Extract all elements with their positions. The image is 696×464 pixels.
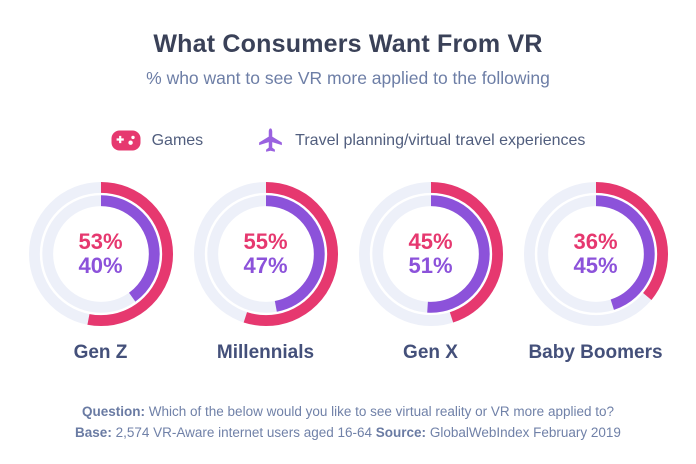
donut-rings <box>28 181 173 327</box>
gamepad-icon <box>111 130 141 151</box>
page-title: What Consumers Want From VR <box>153 30 543 58</box>
legend-label-games: Games <box>151 131 204 149</box>
donut-values: 55% 47% <box>192 180 340 328</box>
games-arc <box>28 181 173 327</box>
donut-values: 36% 45% <box>522 180 670 328</box>
travel-value: 47% <box>243 253 288 278</box>
donut-chart-baby-boomers: 36% 45% Baby Boomers <box>519 180 672 364</box>
legend-label-travel: Travel planning/virtual travel experienc… <box>295 131 586 149</box>
source-text: GlobalWebIndex February 2019 <box>429 425 621 441</box>
travel-value: 40% <box>78 253 123 278</box>
footnote-base-source-line: Base: 2,574 VR-Aware internet users aged… <box>0 422 696 443</box>
travel-arc <box>41 195 160 313</box>
page-subtitle: % who want to see VR more applied to the… <box>146 68 550 88</box>
travel-arc <box>206 195 325 313</box>
donut-chart-gen-x: 45% 51% Gen X <box>354 180 507 364</box>
question-label: Question: <box>82 404 145 419</box>
donut-rings <box>193 181 338 327</box>
travel-value: 45% <box>573 253 618 278</box>
footnote-question-line: Question: Which of the below would you l… <box>0 401 696 422</box>
donut: 55% 47% <box>192 180 340 328</box>
source-label: Source: <box>375 425 427 441</box>
donut: 45% 51% <box>357 180 505 328</box>
games-arc <box>523 181 668 327</box>
question-text: Which of the below would you like to see… <box>148 404 614 419</box>
legend: Games Travel planning/virtual travel exp… <box>0 127 696 154</box>
travel-arc <box>536 195 655 313</box>
base-text: 2,574 VR-Aware internet users aged 16-64 <box>115 425 373 441</box>
legend-item-travel: Travel planning/virtual travel experienc… <box>257 127 585 154</box>
travel-arc <box>371 195 490 313</box>
category-label: Gen X <box>403 342 458 363</box>
games-value: 53% <box>78 229 123 254</box>
donut: 36% 45% <box>522 180 670 328</box>
airplane-icon <box>257 127 284 154</box>
category-label: Baby Boomers <box>528 342 663 363</box>
games-value: 45% <box>408 229 453 254</box>
legend-item-games: Games <box>111 130 204 151</box>
games-arc <box>193 181 338 327</box>
donut-rings <box>358 181 503 327</box>
donut-values: 45% 51% <box>357 180 505 328</box>
category-label: Gen Z <box>73 342 128 363</box>
base-label: Base: <box>75 425 112 441</box>
donut-chart-gen-z: 53% 40% Gen Z <box>24 180 177 364</box>
games-value: 55% <box>243 229 288 254</box>
donut-values: 53% 40% <box>27 180 175 328</box>
donut-rings <box>523 181 668 327</box>
footnote: Question: Which of the below would you l… <box>0 401 696 444</box>
games-arc <box>358 181 503 327</box>
category-label: Millennials <box>216 342 315 363</box>
donut-chart-millennials: 55% 47% Millennials <box>189 180 342 364</box>
games-value: 36% <box>573 229 618 254</box>
travel-value: 51% <box>408 253 453 278</box>
donut: 53% 40% <box>27 180 175 328</box>
